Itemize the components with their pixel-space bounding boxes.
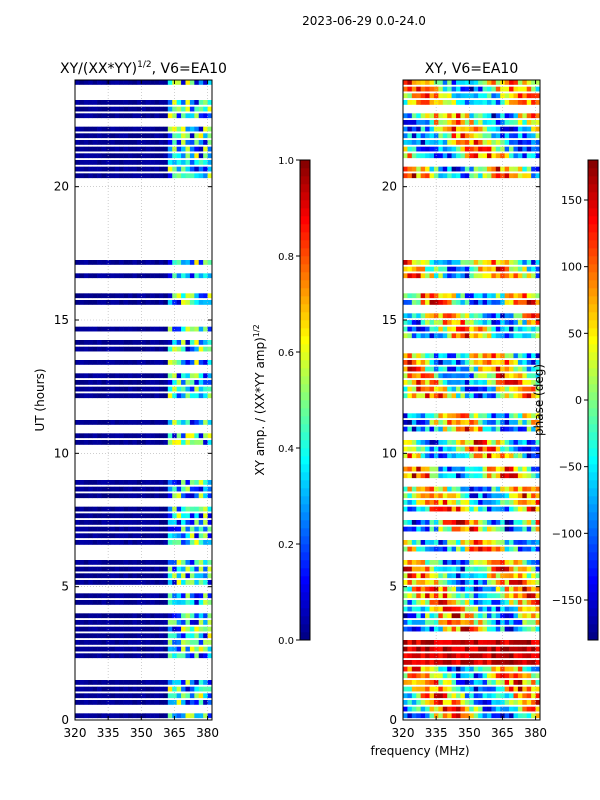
colorbar-tick-label: 0.8 xyxy=(278,252,294,263)
x-tick-label: 350 xyxy=(130,726,153,740)
heatmap-cells xyxy=(403,80,541,719)
heatmap-cells xyxy=(75,80,213,719)
y-tick-label: 10 xyxy=(54,446,69,460)
colorbar-tick-label: 0.0 xyxy=(278,636,294,647)
y-tick-label: 0 xyxy=(61,713,69,727)
x-tick-label: 335 xyxy=(425,726,448,740)
y-tick-label: 20 xyxy=(54,180,69,194)
x-tick-label: 380 xyxy=(524,726,547,740)
x-tick-label: 365 xyxy=(491,726,514,740)
x-tick-label: 320 xyxy=(392,726,415,740)
colorbar-label: phase (deg) xyxy=(532,364,546,436)
x-tick-label: 380 xyxy=(196,726,219,740)
panel-title: XY, V6=EA10 xyxy=(425,61,519,77)
y-tick-label: 20 xyxy=(382,180,397,194)
y-tick-label: 5 xyxy=(61,580,69,594)
x-tick-label: 365 xyxy=(163,726,186,740)
colorbar-tick-label: −100 xyxy=(552,527,582,540)
y-tick-label: 15 xyxy=(382,313,397,327)
y-axis-label: UT (hours) xyxy=(33,368,47,431)
x-axis-label: frequency (MHz) xyxy=(370,744,469,758)
colorbar-tick-label: 50 xyxy=(568,327,582,340)
axes-frame xyxy=(402,79,541,721)
colorbar-tick-label: 100 xyxy=(561,261,582,274)
figure-suptitle: 2023-06-29 0.0-24.0 xyxy=(302,14,426,28)
panel-title: XY/(XX*YY)1/2, V6=EA10 xyxy=(60,60,227,77)
colorbar-tick-label: −50 xyxy=(559,461,582,474)
colorbar-tick-label: 0.4 xyxy=(278,444,294,455)
colorbar-label: XY amp. / (XX*YY amp)1/2 xyxy=(252,324,267,475)
colorbar-tick-label: −150 xyxy=(552,594,582,607)
y-tick-label: 5 xyxy=(389,580,397,594)
panel-1: 320 335 350 365 380 0 5 10 15 20 XY/(XX*YY)1/2, V6… xyxy=(33,60,311,740)
x-tick-label: 350 xyxy=(458,726,481,740)
colorbar-tick-label: 1.0 xyxy=(278,156,294,167)
x-tick-label: 320 xyxy=(64,726,87,740)
colorbar: −150 −100 −50 0 50 100 150 phase (deg) xyxy=(532,159,599,641)
x-tick-label: 335 xyxy=(97,726,120,740)
colorbar-tick-label: 0 xyxy=(575,394,582,407)
axes-frame xyxy=(74,79,213,721)
y-tick-label: 0 xyxy=(389,713,397,727)
colorbar-tick-label: 0.2 xyxy=(278,540,294,551)
colorbar-tick-label: 0.6 xyxy=(278,348,294,359)
y-tick-label: 10 xyxy=(382,446,397,460)
y-tick-label: 15 xyxy=(54,313,69,327)
colorbar: 0.0 0.2 0.4 0.6 0.8 1.0 XY amp. / (XX*YY amp)1… xyxy=(252,156,311,647)
colorbar-tick-label: 150 xyxy=(561,194,582,207)
colorbar-frame xyxy=(299,159,311,641)
